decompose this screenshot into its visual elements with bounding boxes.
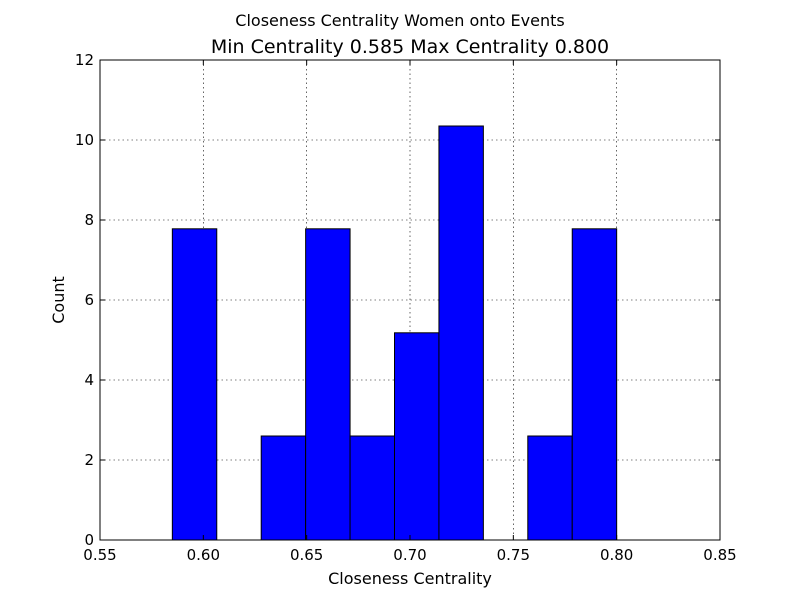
x-tick-label: 0.80 — [600, 546, 633, 564]
x-tick-labels: 0.55 0.60 0.65 0.70 0.75 0.80 0.85 — [83, 546, 736, 564]
y-tick-labels: 0 2 4 6 8 10 12 — [75, 51, 94, 549]
histogram-bar — [349, 435, 396, 541]
histogram-bar — [305, 228, 351, 541]
histogram-bar — [394, 332, 440, 541]
axis-ticks — [99, 59, 721, 541]
histogram-bar — [171, 228, 218, 541]
x-tick-label: 0.70 — [393, 546, 426, 564]
chart-title: Min Centrality 0.585 Max Centrality 0.80… — [211, 36, 609, 58]
y-axis-label: Count — [49, 276, 68, 324]
x-tick-label: 0.65 — [290, 546, 323, 564]
histogram-bars — [171, 125, 618, 541]
histogram-bar — [438, 125, 484, 541]
histogram-bar — [527, 435, 573, 541]
histogram-bar — [571, 228, 618, 541]
y-tick-label: 10 — [75, 131, 94, 149]
y-tick-label: 12 — [75, 51, 94, 69]
y-tick-label: 2 — [84, 451, 94, 469]
histogram-bar — [260, 435, 307, 541]
x-tick-label: 0.55 — [83, 546, 116, 564]
x-tick-label: 0.85 — [703, 546, 736, 564]
x-axis-label: Closeness Centrality — [328, 569, 492, 588]
y-tick-label: 6 — [84, 291, 94, 309]
x-tick-label: 0.75 — [497, 546, 530, 564]
chart-suptitle: Closeness Centrality Women onto Events — [235, 11, 564, 30]
y-tick-label: 0 — [84, 531, 94, 549]
y-tick-label: 8 — [84, 211, 94, 229]
x-tick-label: 0.60 — [187, 546, 220, 564]
y-tick-label: 4 — [84, 371, 94, 389]
